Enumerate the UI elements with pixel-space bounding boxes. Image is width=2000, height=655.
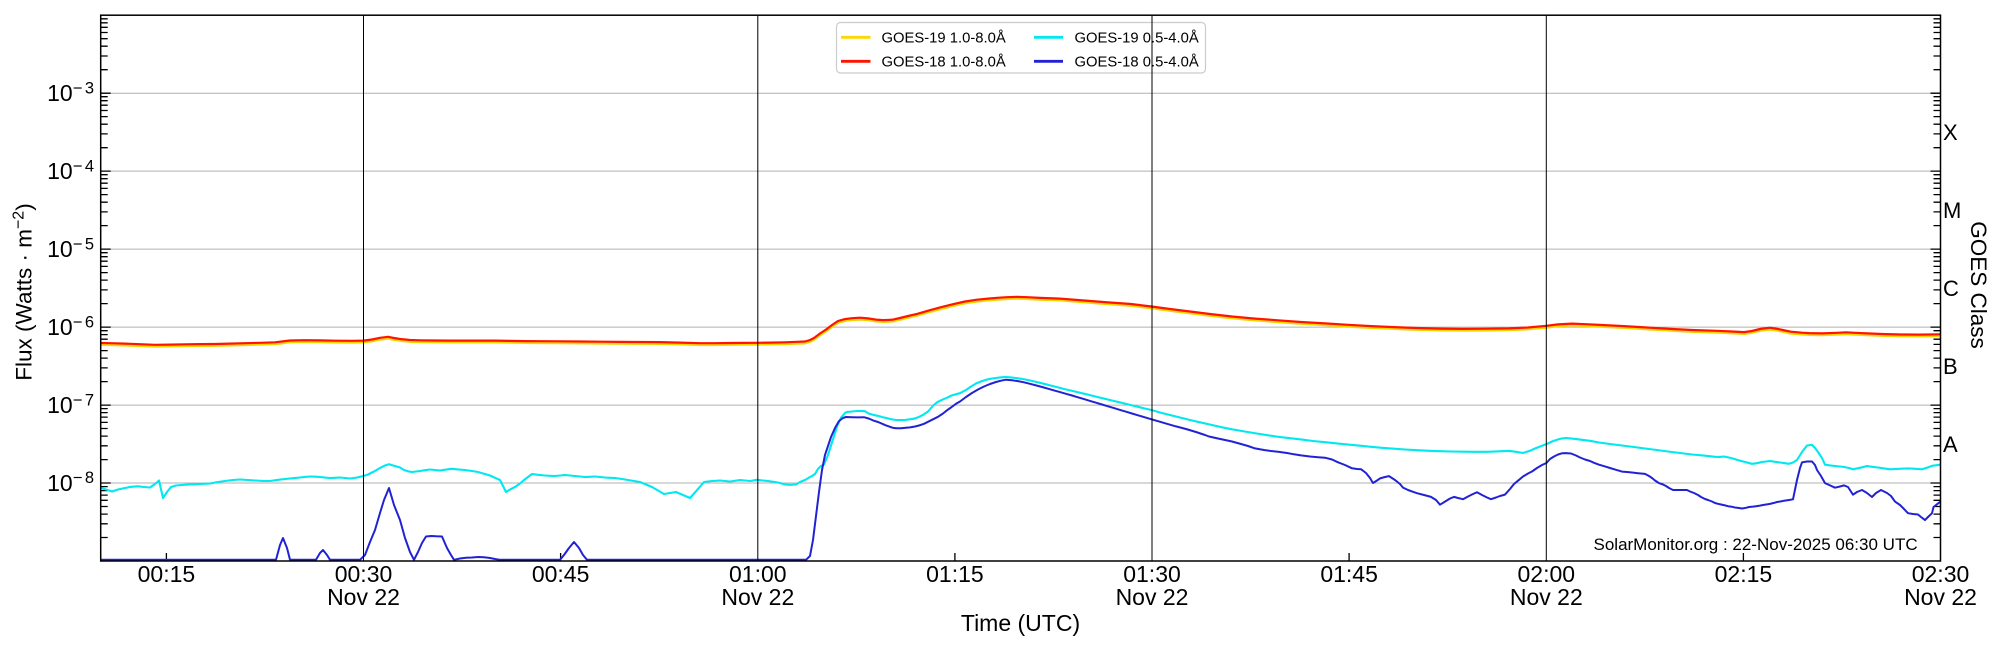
svg-text:B: B (1943, 354, 1958, 379)
svg-text:10−4: 10−4 (47, 157, 96, 184)
svg-text:Flux (Watts · m−2): Flux (Watts · m−2) (11, 203, 37, 380)
svg-text:01:15: 01:15 (926, 561, 984, 587)
svg-text:X: X (1943, 120, 1958, 145)
svg-text:Nov 22: Nov 22 (327, 584, 400, 610)
svg-text:02:30: 02:30 (1912, 561, 1970, 587)
svg-text:01:30: 01:30 (1123, 561, 1181, 587)
svg-text:Nov 22: Nov 22 (721, 584, 794, 610)
svg-text:01:45: 01:45 (1320, 561, 1378, 587)
svg-text:00:15: 00:15 (138, 561, 196, 587)
svg-text:00:45: 00:45 (532, 561, 590, 587)
svg-text:02:15: 02:15 (1715, 561, 1773, 587)
svg-text:GOES-18 1.0-8.0Å: GOES-18 1.0-8.0Å (882, 53, 1006, 70)
svg-text:02:00: 02:00 (1518, 561, 1576, 587)
svg-text:A: A (1943, 432, 1958, 457)
svg-text:01:00: 01:00 (729, 561, 787, 587)
svg-text:Time (UTC): Time (UTC) (961, 610, 1080, 636)
svg-text:GOES-19 1.0-8.0Å: GOES-19 1.0-8.0Å (882, 29, 1006, 46)
svg-text:SolarMonitor.org : 22-Nov-2025: SolarMonitor.org : 22-Nov-2025 06:30 UTC (1594, 535, 1918, 554)
svg-text:Nov 22: Nov 22 (1510, 584, 1583, 610)
svg-text:10−8: 10−8 (47, 469, 96, 496)
svg-text:GOES-18 0.5-4.0Å: GOES-18 0.5-4.0Å (1075, 53, 1199, 70)
svg-text:M: M (1943, 198, 1961, 223)
svg-text:10−3: 10−3 (47, 79, 96, 106)
svg-text:C: C (1943, 276, 1959, 301)
svg-text:00:30: 00:30 (335, 561, 393, 587)
svg-text:Nov 22: Nov 22 (1116, 584, 1189, 610)
svg-text:GOES-19 0.5-4.0Å: GOES-19 0.5-4.0Å (1075, 29, 1199, 46)
svg-text:Nov 22: Nov 22 (1904, 584, 1977, 610)
svg-text:GOES Class: GOES Class (1966, 221, 1991, 349)
